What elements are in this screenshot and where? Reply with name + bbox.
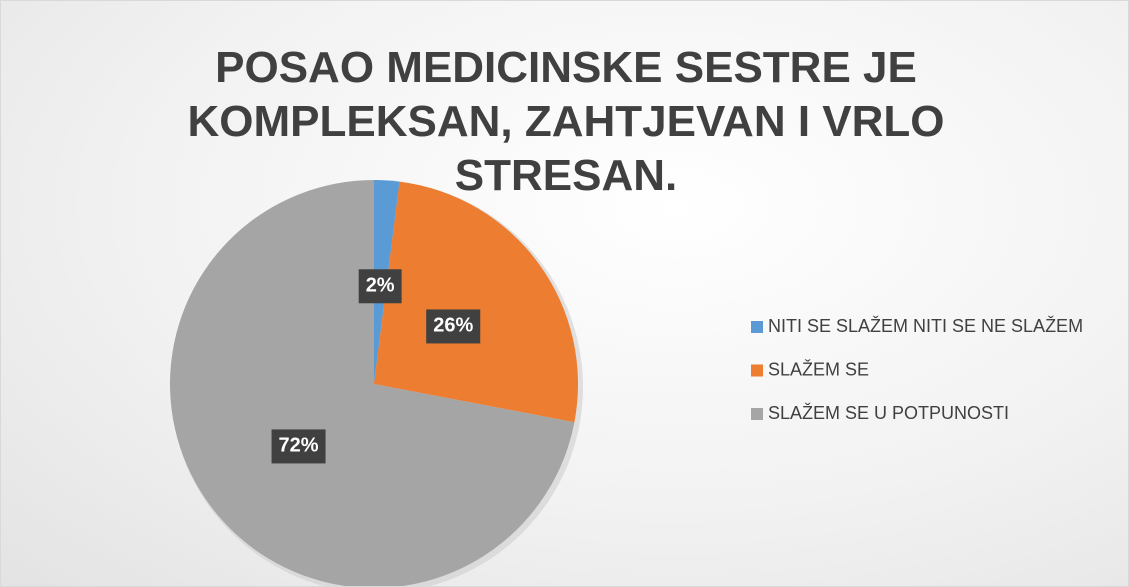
pie-slice — [170, 180, 575, 586]
legend-swatch — [751, 408, 763, 420]
data-label: 26% — [433, 315, 473, 337]
legend-label: SLAŽEM SE U POTPUNOSTI — [768, 403, 1009, 423]
data-label-box — [426, 309, 481, 344]
data-label-box — [358, 269, 402, 304]
pie-slice — [374, 181, 578, 423]
legend-swatch — [751, 364, 763, 377]
legend-label: SLAŽEM SE — [768, 359, 869, 379]
data-label-box — [271, 429, 326, 464]
data-label: 72% — [279, 435, 319, 457]
legend-label: NITI SE SLAŽEM NITI SE NE SLAŽEM — [768, 316, 1083, 336]
legend-swatch — [751, 321, 763, 333]
data-label: 2% — [366, 275, 395, 297]
chart-title: POSAO MEDICINSKE SESTRE JE KOMPLEKSAN, Z… — [187, 43, 945, 200]
